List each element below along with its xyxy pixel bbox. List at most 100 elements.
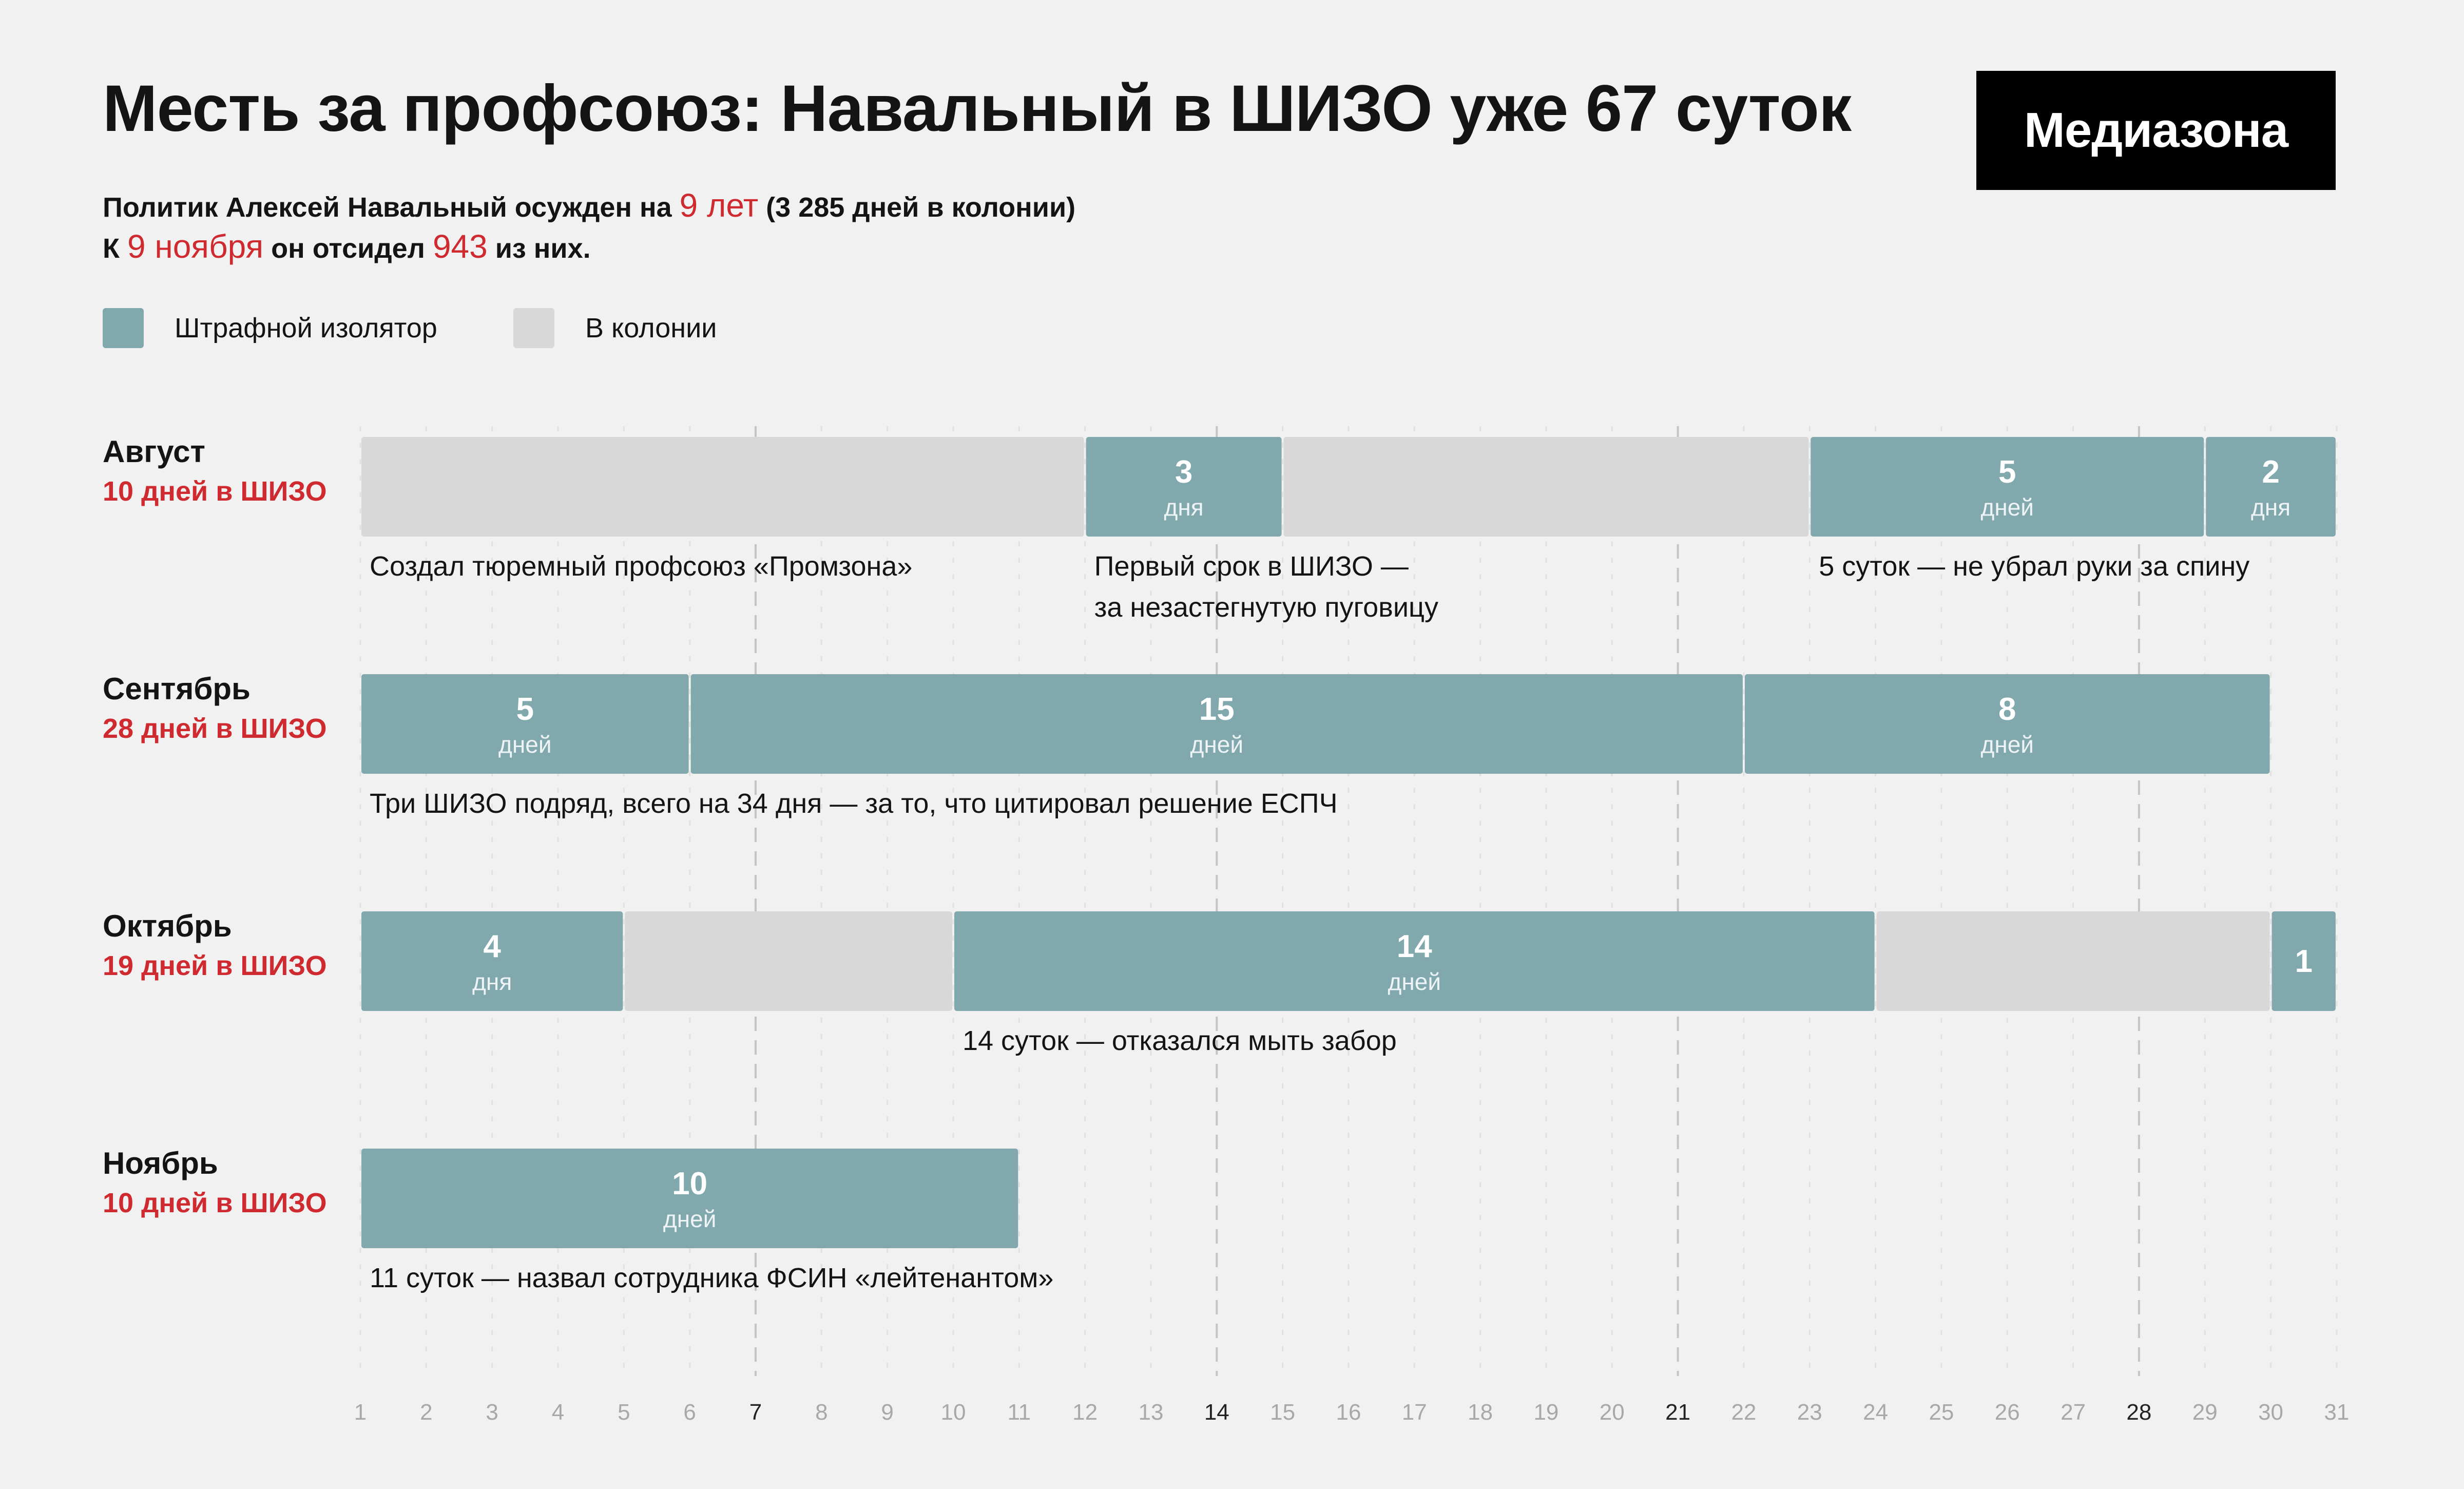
subtitle-line-2: К 9 ноября он отсидел 943 из них.	[103, 230, 591, 263]
month-name: Август	[103, 434, 205, 469]
x-tick-label: 17	[1402, 1400, 1427, 1425]
shizo-bar	[954, 911, 1875, 1011]
annotation-line: 11 суток — назвал сотрудника ФСИН «лейте…	[370, 1263, 1054, 1293]
month-summary: 10 дней в ШИЗО	[103, 1188, 327, 1218]
x-tick-label: 16	[1336, 1400, 1361, 1425]
annotation-line: за незастегнутую пуговицу	[1094, 592, 1438, 623]
annotation-line: 5 суток — не убрал руки за спину	[1819, 551, 2250, 582]
bar-value-label: 4	[483, 929, 501, 964]
annotation: 5 суток — не убрал руки за спину	[1819, 546, 2249, 587]
bar-unit-label: дней	[1388, 968, 1441, 995]
legend-swatch-colony	[513, 308, 554, 348]
subtitle-highlight: 943	[432, 228, 488, 265]
x-tick-label: 2	[420, 1400, 432, 1425]
bar-unit-label: дня	[2251, 494, 2290, 521]
colony-bar	[625, 911, 952, 1011]
bar-value-label: 2	[2262, 454, 2279, 490]
shizo-bar	[361, 674, 689, 774]
subtitle-highlight: 9 ноября	[127, 228, 264, 265]
x-tick-label: 29	[2192, 1400, 2218, 1425]
subtitle-text: (3 285 дней в колонии)	[758, 192, 1076, 223]
shizo-bar	[1086, 437, 1282, 537]
annotation-line: Первый срок в ШИЗО —	[1094, 551, 1409, 582]
x-axis: 1 2 3 4 5 6 7 8 9 10 11 12 13 14 15 16 17 18 19 20 21 22 23 24 2…	[354, 1400, 2350, 1425]
x-tick-label: 15	[1270, 1400, 1295, 1425]
subtitle-text: из них.	[487, 233, 591, 264]
month-row: 4 дня 14 дней 1	[361, 911, 2336, 1011]
bar-value-label: 14	[1397, 929, 1432, 964]
bar-value-label: 1	[2295, 944, 2312, 979]
x-tick-label: 22	[1731, 1400, 1756, 1425]
page-title: Месть за профсоюз: Навальный в ШИЗО уже …	[103, 72, 1852, 145]
shizo-bar	[1811, 437, 2204, 537]
annotation: 11 суток — назвал сотрудника ФСИН «лейте…	[370, 1257, 1053, 1299]
annotation: Создал тюремный профсоюз «Промзона»	[370, 546, 912, 587]
x-tick-label: 14	[1204, 1400, 1229, 1425]
month-label-august: Август 10 дней в ШИЗО	[103, 434, 327, 507]
shizo-bar	[690, 674, 1743, 774]
bar-unit-label: дня	[1164, 494, 1204, 521]
x-tick-label: 25	[1929, 1400, 1954, 1425]
subtitle-line-1: Политик Алексей Навальный осужден на 9 л…	[103, 189, 1075, 222]
bar-unit-label: дней	[1190, 731, 1244, 758]
annotation: Первый срок в ШИЗО — за незастегнутую пуг…	[1094, 546, 1438, 628]
x-tick-label: 7	[749, 1400, 762, 1425]
annotation-line: Создал тюремный профсоюз «Промзона»	[370, 551, 913, 582]
annotation-line: 14 суток — отказался мыть забор	[962, 1025, 1397, 1056]
bar-unit-label: дней	[663, 1206, 717, 1232]
month-summary: 10 дней в ШИЗО	[103, 476, 327, 507]
shizo-bar	[2272, 911, 2336, 1011]
bar-unit-label: дней	[1980, 731, 2034, 758]
month-row: 3 дня 5 дней 2 дня	[361, 437, 2336, 537]
x-tick-label: 28	[2126, 1400, 2151, 1425]
month-row: 10 дней	[361, 1149, 1018, 1248]
month-summary: 28 дней в ШИЗО	[103, 713, 327, 744]
colony-bar	[1876, 911, 2270, 1011]
month-summary: 19 дней в ШИЗО	[103, 950, 327, 981]
x-tick-label: 9	[881, 1400, 893, 1425]
x-tick-label: 18	[1468, 1400, 1493, 1425]
colony-bar	[1283, 437, 1809, 537]
colony-bar	[361, 437, 1084, 537]
x-tick-label: 6	[683, 1400, 696, 1425]
annotation: Три ШИЗО подряд, всего на 34 дня — за то…	[370, 783, 1338, 824]
month-label-october: Октябрь 19 дней в ШИЗО	[103, 911, 327, 980]
month-label-november: Ноябрь 10 дней в ШИЗО	[103, 1148, 327, 1217]
bar-unit-label: дня	[472, 968, 512, 995]
month-name: Ноябрь	[103, 1146, 218, 1180]
month-row: 5 дней 15 дней 8 дней	[361, 674, 2270, 774]
x-tick-label: 3	[486, 1400, 498, 1425]
legend-item-shizo: Штрафной изолятор	[103, 308, 437, 348]
subtitle-text: он отсидел	[263, 233, 433, 264]
x-tick-label: 23	[1797, 1400, 1822, 1425]
shizo-bar	[361, 911, 623, 1011]
shizo-bar	[2206, 437, 2336, 537]
x-tick-label: 4	[552, 1400, 564, 1425]
legend-label-colony: В колонии	[585, 313, 717, 343]
legend-swatch-shizo	[103, 308, 144, 348]
bar-value-label: 8	[1998, 692, 2016, 727]
x-tick-label: 26	[1995, 1400, 2020, 1425]
x-tick-label: 5	[618, 1400, 630, 1425]
shizo-bar	[361, 1149, 1018, 1248]
bar-value-label: 10	[672, 1166, 707, 1201]
bar-value-label: 5	[516, 692, 534, 727]
x-tick-label: 30	[2258, 1400, 2283, 1425]
x-tick-label: 11	[1007, 1400, 1031, 1425]
brand-logo: Медиазона	[1976, 71, 2336, 190]
subtitle-highlight: 9 лет	[679, 187, 759, 224]
shizo-bar	[1744, 674, 2270, 774]
bar-value-label: 3	[1175, 454, 1192, 490]
bar-value-label: 15	[1199, 692, 1235, 727]
x-tick-label: 12	[1072, 1400, 1098, 1425]
month-name: Октябрь	[103, 909, 232, 943]
bar-unit-label: дней	[498, 731, 552, 758]
x-tick-label: 31	[2324, 1400, 2349, 1425]
subtitle-text: Политик Алексей Навальный осужден на	[103, 192, 680, 223]
x-tick-label: 21	[1665, 1400, 1690, 1425]
x-tick-label: 10	[940, 1400, 966, 1425]
x-tick-label: 27	[2061, 1400, 2086, 1425]
legend-label-shizo: Штрафной изолятор	[175, 313, 437, 343]
